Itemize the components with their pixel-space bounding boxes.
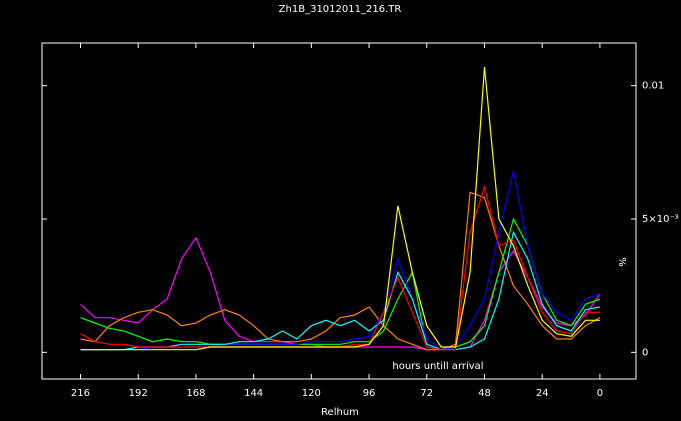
series-line	[80, 217, 601, 351]
y-axis-label: %	[616, 257, 627, 267]
x-tick-label: 96	[363, 388, 376, 399]
series-line	[80, 66, 600, 351]
y-tick-label: 5×10⁻³	[642, 214, 679, 225]
y-tick-label: 0	[642, 347, 648, 358]
x-tick-label: 72	[420, 388, 433, 399]
chart-title: Zh1B_31012011_216.TR	[279, 4, 402, 15]
x-axis-label: Relhum	[321, 407, 359, 418]
series-line	[80, 191, 601, 351]
plot-frame	[41, 42, 637, 380]
x-tick-label: 0	[597, 388, 603, 399]
x-tick-label: 24	[536, 388, 549, 399]
y-tick-label: 0.01	[642, 81, 664, 92]
annotation: hours untill arrival	[392, 361, 483, 372]
x-tick-label: 120	[302, 388, 321, 399]
x-tick-label: 192	[129, 388, 148, 399]
x-tick-label: 168	[186, 388, 205, 399]
x-tick-label: 48	[478, 388, 491, 399]
x-tick-label: 216	[71, 388, 90, 399]
x-tick-label: 144	[244, 388, 263, 399]
